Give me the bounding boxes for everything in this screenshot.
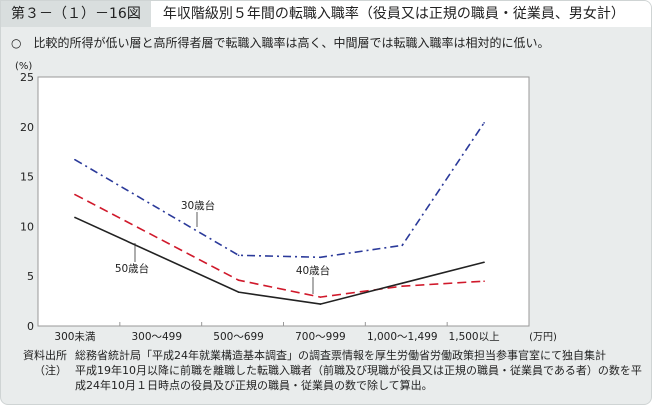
- y-axis-label: (%): [15, 61, 32, 72]
- data-point: [401, 244, 404, 247]
- series-annotation: 40歳台: [296, 264, 330, 277]
- y-tick-label: 5: [27, 270, 34, 283]
- figure-header: 第３－（１）－16図 年収階級別５年間の転職入職率（役員又は正規の職員・従業員、…: [1, 1, 651, 27]
- data-point: [74, 216, 76, 219]
- x-tick-label: 700～999: [295, 331, 346, 343]
- line-chart: (%) 0 5 10 15 20 25 300未満 300～499 500～699 700～999 1…: [15, 61, 557, 343]
- data-point: [483, 280, 485, 282]
- y-tick-label: 15: [20, 171, 34, 184]
- y-tick-label: 20: [20, 121, 34, 134]
- data-point: [483, 122, 485, 124]
- data-point: [237, 254, 240, 257]
- x-axis-unit: (万円): [529, 332, 557, 343]
- data-point: [74, 193, 76, 196]
- data-point: [237, 279, 240, 281]
- data-point: [74, 158, 76, 161]
- x-tick-label: 300～499: [131, 331, 182, 343]
- x-tick-label: 500～699: [213, 331, 264, 343]
- data-point: [401, 285, 404, 287]
- summary-text: ○ 比較的所得が低い層と高所得者層で転職入職率は高く、中間層では転職入職率は相対…: [11, 36, 550, 50]
- plot-area: [37, 76, 530, 327]
- source-label: 資料出所: [23, 349, 67, 362]
- data-point: [319, 296, 322, 298]
- data-point: [401, 282, 404, 284]
- source-text: 総務省統計局「平成24年就業構造基本調査」の調査票情報を厚生労働省労働政策担当参…: [75, 349, 606, 362]
- note-label: （注）: [34, 364, 67, 377]
- figure-title: 年収階級別５年間の転職入職率（役員又は正規の職員・従業員、男女計）: [162, 6, 625, 22]
- data-point: [319, 303, 322, 305]
- x-tick-label: 300未満: [54, 331, 96, 343]
- y-tick-label: 0: [27, 320, 34, 333]
- data-point: [483, 261, 485, 264]
- series-annotation: 30歳台: [181, 199, 215, 212]
- y-tick-label: 25: [20, 71, 34, 84]
- x-tick-label: 1,500以上: [449, 331, 500, 343]
- data-point: [319, 256, 322, 259]
- x-tick-label: 1,000～1,499: [367, 331, 438, 343]
- figure-number: 第３－（１）－16図: [1, 1, 151, 27]
- series-annotation: 50歳台: [115, 262, 149, 275]
- notes: 資料出所 総務省統計局「平成24年就業構造基本調査」の調査票情報を厚生労働省労働政…: [11, 348, 645, 393]
- data-point: [237, 291, 240, 293]
- y-tick-label: 10: [20, 220, 34, 233]
- note-text: 平成19年10月以降に前職を離職した転職入職者（前職及び現職が役員又は正規の職員…: [75, 364, 642, 392]
